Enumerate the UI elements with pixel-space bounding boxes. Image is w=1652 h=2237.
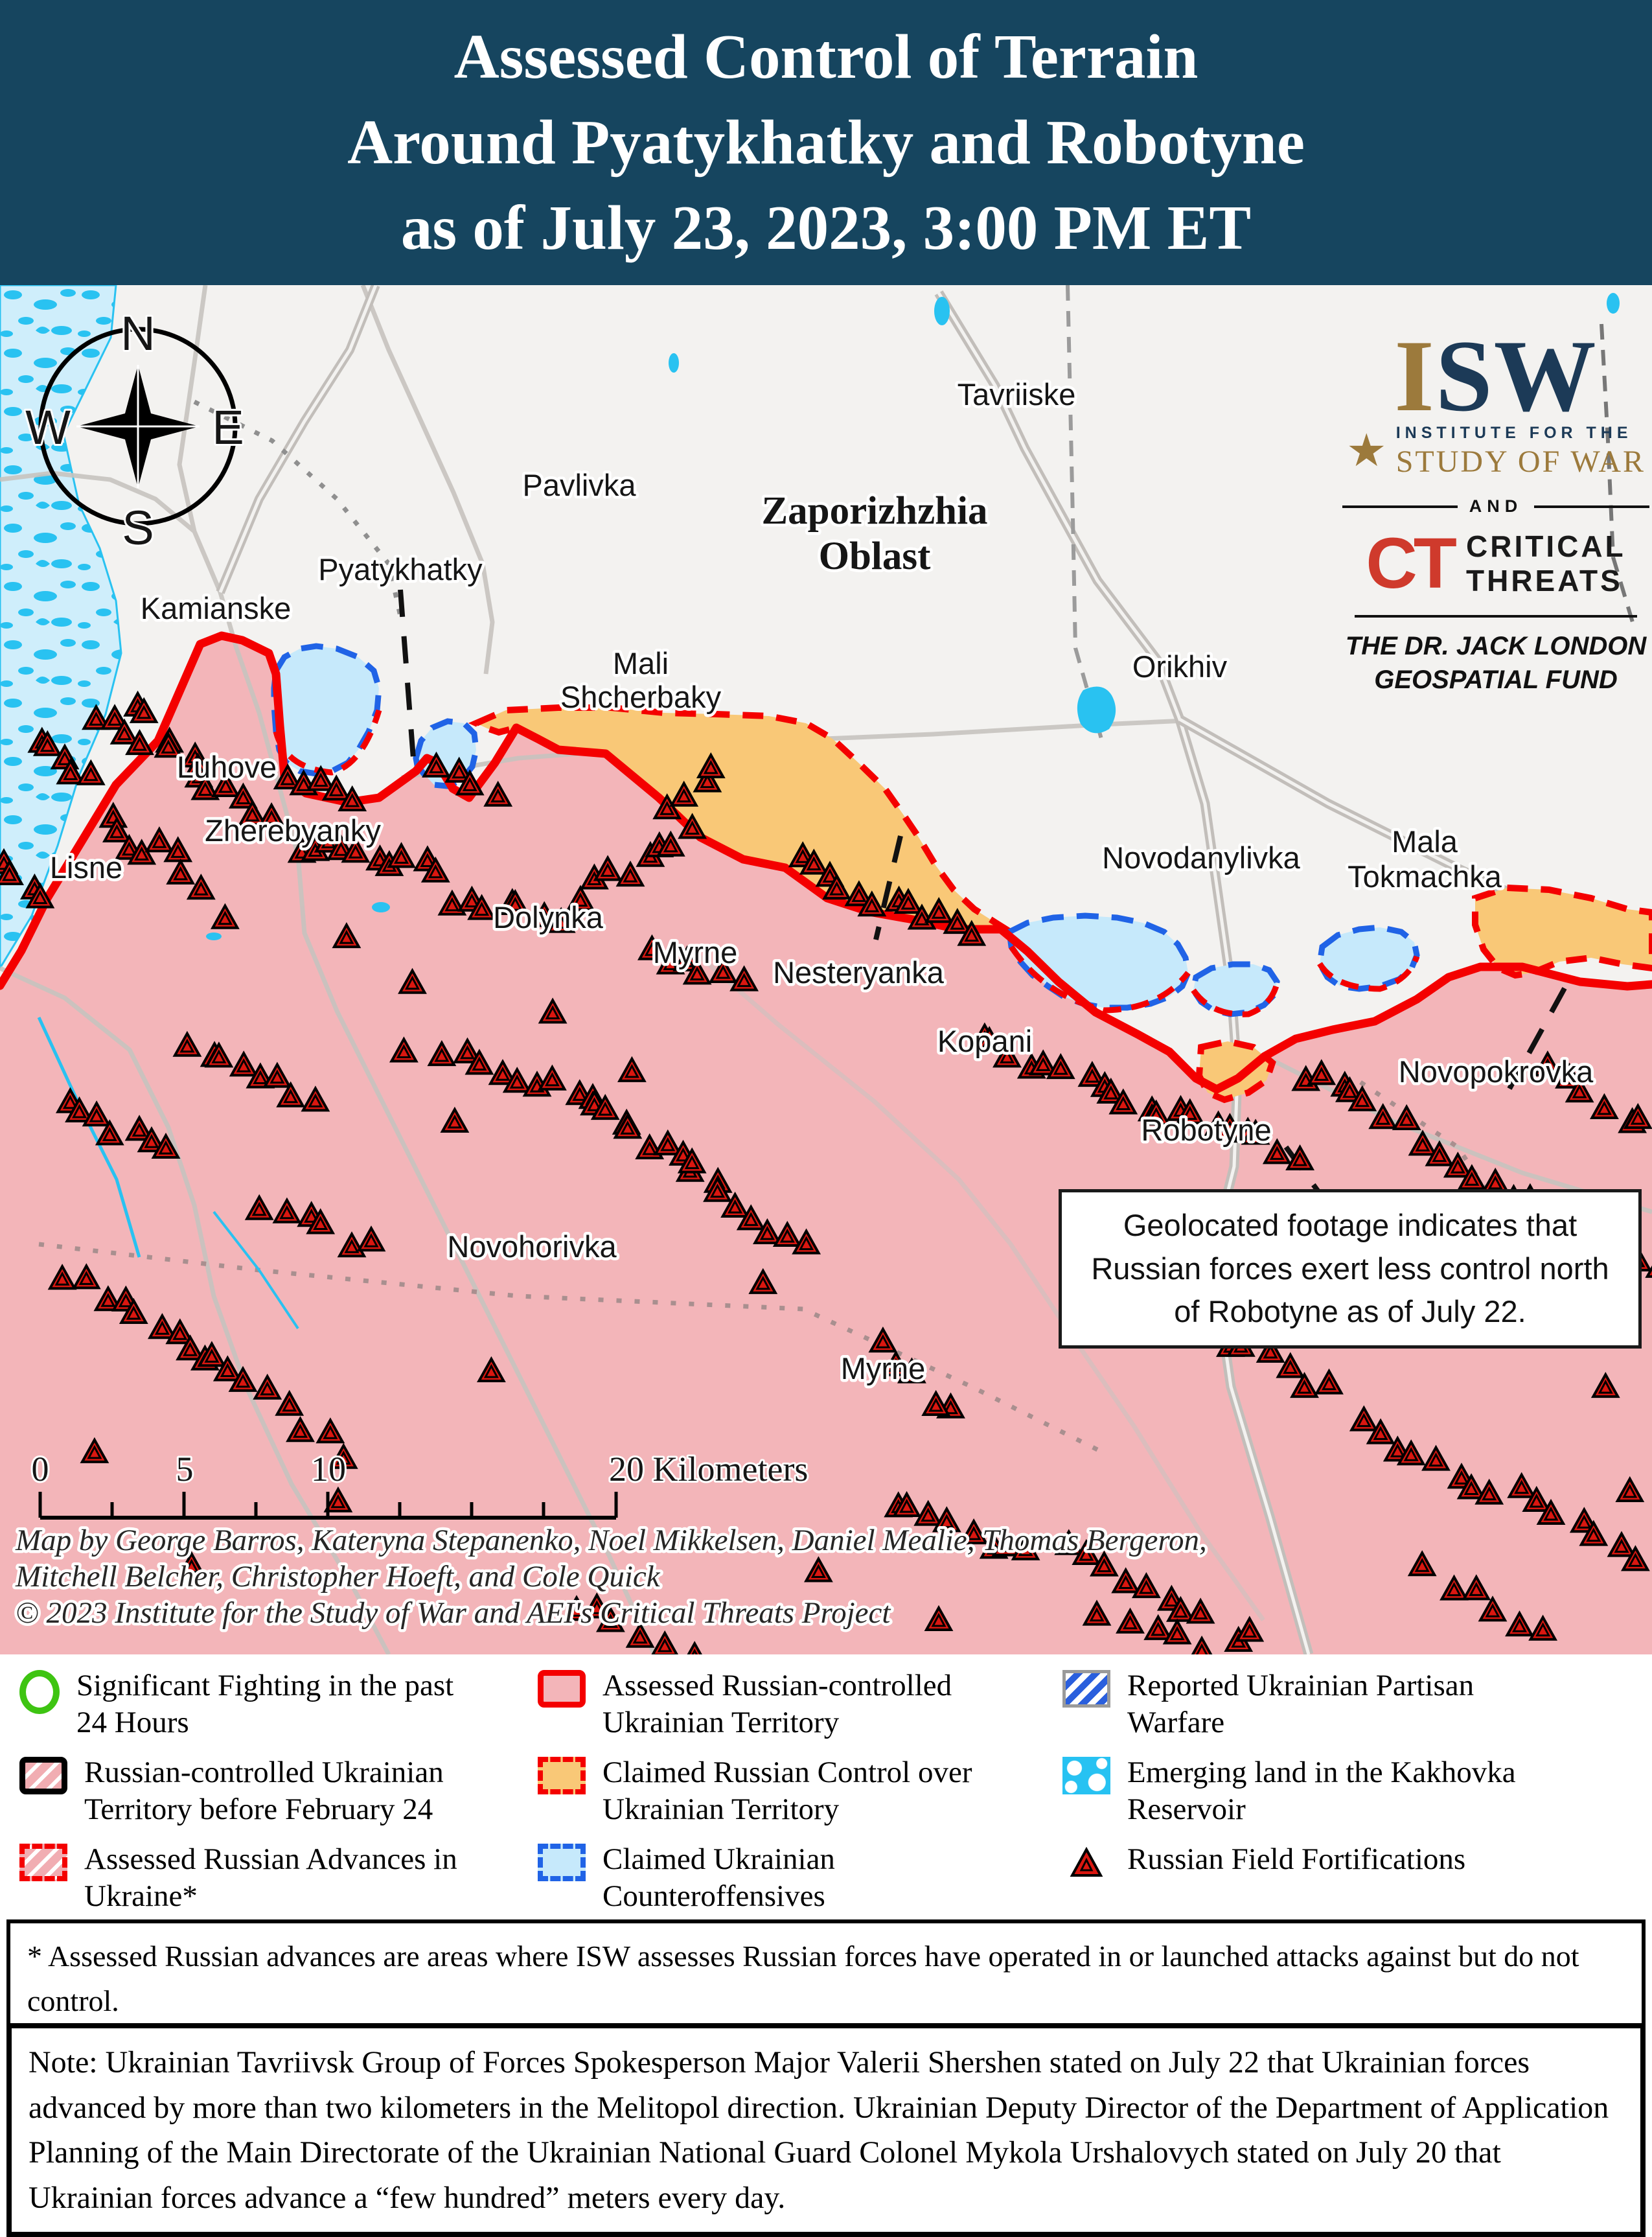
label-lisne: Lisne [50,850,122,885]
label-pavlivka: Pavlivka [522,468,636,502]
fortification-triangle-icon [1062,1844,1110,1881]
fund-line1: THE DR. JACK LONDON [1345,631,1647,660]
label-pyatykhatky: Pyatykhatky [318,552,483,586]
page-title-line1: Assessed Control of Terrain [453,22,1199,91]
svg-text:N: N [120,307,155,360]
label-mali-line1: Mali [613,646,669,680]
label-novodanylivka: Novodanylivka [1102,840,1301,875]
legend: Significant Fighting in the past 24 Hour… [0,1654,1652,1915]
lakes [37,293,1620,1330]
svg-text:5: 5 [176,1450,194,1489]
emerging-land-icon [1062,1757,1110,1794]
isw-ct-logo: ISW ★ INSTITUTE FOR THE STUDY OF WAR AND… [1342,325,1649,697]
study-of-war: STUDY OF WAR [1395,445,1646,479]
fortification-triangle-icons [0,690,1652,1654]
map-canvas: Tavriiske Pavlivka Zaporizhzhia Oblast P… [0,285,1652,1654]
legend-item-fortifications: Russian Field Fortifications [1062,1837,1646,1924]
fund-line2: GEOSPATIAL FUND [1374,665,1618,694]
ct-logo: CT [1366,524,1457,604]
scale-bar: 0 5 10 20 Kilometers [30,1448,810,1520]
svg-text:10: 10 [311,1450,346,1489]
footnote-box: * Assessed Russian advances are areas wh… [6,1919,1646,2037]
legend-item-fighting: Significant Fighting in the past 24 Hour… [19,1663,538,1750]
title-banner: Assessed Control of Terrain Around Pyaty… [0,0,1652,285]
legend-item-claimed-russian: Claimed Russian Control over Ukrainian T… [538,1750,1062,1837]
label-dolynka: Dolynka [493,900,604,934]
logo-divider [1354,614,1638,618]
svg-text:Mitchell Belcher, Christopher: Mitchell Belcher, Christopher Hoeft, and… [15,1560,661,1594]
annotation-callout: Geolocated footage indicates that Russia… [1059,1189,1642,1349]
critical-label: CRITICAL [1466,529,1626,563]
page-title-line3: as of July 23, 2023, 3:00 PM ET [400,193,1252,262]
label-nesteryanka: Nesteryanka [773,955,945,990]
note-box: Note: Ukrainian Tavriivsk Group of Force… [6,2023,1646,2237]
label-luhove: Luhove [177,750,277,784]
label-robotyne: Robotyne [1141,1113,1271,1147]
label-mali-line2: Shcherbaky [560,680,722,714]
isw-wordmark: ISW [1394,319,1598,433]
star-icon: ★ [1346,426,1387,476]
assessed-russian-control-icon [538,1670,586,1708]
label-myrne-south: Myrne [841,1351,926,1385]
pre-feb24-territory-icon [19,1757,67,1794]
label-myrne-north: Myrne [653,935,738,969]
partisan-warfare-icon [1062,1670,1110,1708]
compass-rose-icon: N E S W [23,305,246,557]
map-credits: Map by George Barros, Kateryna Stepanenk… [12,1521,1210,1633]
label-mala-tokmachka-line2: Tokmachka [1348,859,1502,894]
threats-label: THREATS [1466,563,1623,597]
label-tavriiske: Tavriiske [958,377,1076,411]
significant-fighting-icon [19,1670,60,1714]
label-novohorivka: Novohorivka [447,1229,617,1264]
svg-text:S: S [122,501,154,555]
institute-for-the: INSTITUTE FOR THE [1395,424,1633,442]
and-label: AND [1469,496,1523,516]
terrain-map: Tavriiske Pavlivka Zaporizhzhia Oblast P… [0,285,1652,1654]
svg-text:W: W [25,400,71,454]
svg-text:E: E [212,400,244,454]
label-orikhiv: Orikhiv [1132,649,1228,684]
claimed-russian-control-icon [538,1757,586,1794]
legend-item-advances: Assessed Russian Advances in Ukraine* [19,1837,538,1924]
label-oblast-line1: Zaporizhzhia [761,489,987,533]
label-kamianske: Kamianske [141,591,292,625]
svg-text:Map by George Barros, Kateryna: Map by George Barros, Kateryna Stepanenk… [15,1524,1207,1557]
legend-item-counteroffensives: Claimed Ukrainian Counteroffensives [538,1837,1062,1924]
label-novopokrovka: Novopokrovka [1399,1054,1594,1089]
label-zherebyanky: Zherebyanky [205,813,381,848]
label-kopani: Kopani [937,1024,1032,1058]
svg-text:© 2023 Institute for the Study: © 2023 Institute for the Study of War an… [16,1596,891,1630]
place-labels: Tavriiske Pavlivka Zaporizhzhia Oblast P… [47,375,1596,1389]
svg-text:0: 0 [32,1450,49,1489]
label-mala-tokmachka-line1: Mala [1392,824,1458,859]
claimed-counteroffensives-icon [538,1844,586,1881]
legend-item-pre-feb24: Russian-controlled Ukrainian Territory b… [19,1750,538,1837]
svg-text:20 Kilometers: 20 Kilometers [609,1450,808,1489]
label-oblast-line2: Oblast [819,535,932,578]
assessed-advance-dashes [273,709,1420,1017]
claimed-ukrainian-pockets [271,643,1420,1017]
assessed-advances-icon [19,1844,67,1881]
legend-item-assessed-control: Assessed Russian-controlled Ukrainian Te… [538,1663,1062,1750]
legend-item-emerging-land: Emerging land in the Kakhovka Reservoir [1062,1750,1646,1837]
legend-item-partisan: Reported Ukrainian Partisan Warfare [1062,1663,1646,1750]
page-title-line2: Around Pyatykhatky and Robotyne [347,108,1305,177]
